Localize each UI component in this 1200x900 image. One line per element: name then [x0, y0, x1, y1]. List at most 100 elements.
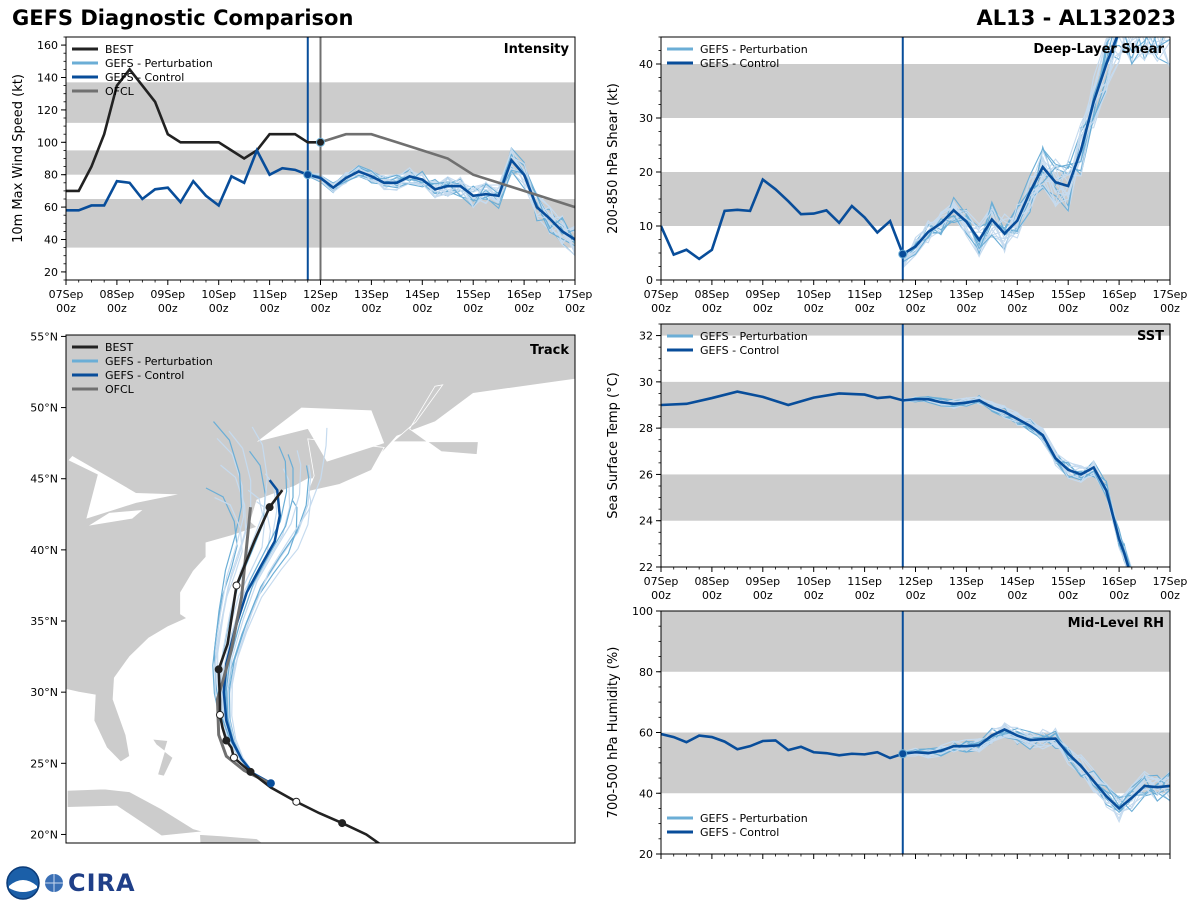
- legend-label: GEFS - Perturbation: [105, 57, 213, 70]
- x-tick-label-day: 16Sep: [1102, 288, 1137, 301]
- legend-label: BEST: [105, 43, 133, 56]
- y-tick-label: 140: [37, 72, 58, 85]
- x-tick-label-hour: 00z: [804, 589, 824, 602]
- legend-label: GEFS - Control: [700, 57, 779, 70]
- x-tick-label-day: 13Sep: [949, 575, 984, 588]
- jamaica-landmass: [151, 856, 178, 860]
- map-frame: [65, 334, 576, 844]
- legend-label: GEFS - Control: [700, 826, 779, 839]
- legend-label: GEFS - Control: [700, 344, 779, 357]
- legend-label: BEST: [105, 341, 133, 354]
- y-tick-label: 40: [639, 58, 653, 71]
- x-tick-label-hour: 00z: [1109, 589, 1129, 602]
- bahamas-landmass: [151, 738, 174, 777]
- x-tick-label-hour: 00z: [514, 302, 534, 315]
- legend-label: GEFS - Control: [105, 71, 184, 84]
- panel-intensity: 2040608010012014016007Sep00z08Sep00z09Se…: [11, 36, 593, 315]
- x-tick-label-day: 09Sep: [745, 288, 780, 301]
- control-start-marker: [266, 779, 275, 788]
- best-track-point: [214, 665, 223, 674]
- series-line-gefs-control: [661, 37, 1119, 261]
- x-tick-label-day: 16Sep: [1102, 575, 1137, 588]
- y-tick-label: 30: [639, 376, 653, 389]
- x-tick-label-day: 08Sep: [695, 575, 730, 588]
- x-tick-label-hour: 00z: [855, 589, 875, 602]
- y-tick-label: 28: [639, 422, 653, 435]
- perturbation-member-line: [902, 730, 1170, 808]
- panel-track: 55°N 50°N 45°N 40°N 35°N 30°N 25°N 20°N Track BES…: [30, 330, 576, 860]
- shaded-band: [661, 381, 1170, 429]
- x-tick-label-day: 14Sep: [1000, 575, 1035, 588]
- x-tick-label-day: 11Sep: [847, 288, 882, 301]
- panel-title: Deep-Layer Shear: [1033, 42, 1164, 57]
- x-tick-label-day: 10Sep: [796, 288, 831, 301]
- shaded-band: [661, 474, 1170, 521]
- legend-label: GEFS - Perturbation: [700, 43, 808, 56]
- y-tick-label: 26: [639, 468, 653, 481]
- panel-title: SST: [1137, 329, 1164, 344]
- current-point-marker: [316, 137, 325, 147]
- x-tick-label-hour: 00z: [906, 589, 926, 602]
- perturbation-track: [214, 497, 272, 784]
- perturbation-track: [231, 427, 328, 784]
- shaded-band: [661, 611, 1170, 672]
- legend-label: GEFS - Perturbation: [700, 812, 808, 825]
- best-track-line: [217, 489, 381, 843]
- x-tick-label-hour: 00z: [56, 302, 76, 315]
- series-line-gefs-control: [66, 147, 575, 241]
- x-tick-label-hour: 00z: [463, 302, 483, 315]
- x-tick-label-day: 15Sep: [1051, 288, 1086, 301]
- x-tick-label-day: 11Sep: [252, 288, 287, 301]
- best-track-point: [229, 753, 238, 762]
- x-tick-label-hour: 00z: [1058, 302, 1078, 315]
- panel-title: Track: [530, 343, 569, 358]
- y-tick-label: 160: [37, 39, 58, 52]
- x-tick-label-hour: 00z: [209, 302, 229, 315]
- x-tick-label-hour: 00z: [311, 302, 331, 315]
- x-tick-label-hour: 00z: [1109, 302, 1129, 315]
- best-track-point: [222, 736, 231, 745]
- land-masses: [66, 335, 575, 860]
- x-tick-label-day: 16Sep: [507, 288, 542, 301]
- lat-tick-label: 25°N: [30, 757, 58, 770]
- x-tick-label-day: 12Sep: [303, 288, 338, 301]
- x-tick-label-hour: 00z: [362, 302, 382, 315]
- lat-tick-label: 40°N: [30, 544, 58, 557]
- x-tick-label-day: 13Sep: [949, 288, 984, 301]
- y-tick-label: 120: [37, 104, 58, 117]
- best-track-point: [246, 767, 255, 776]
- x-tick-label-day: 17Sep: [558, 288, 593, 301]
- x-tick-label-day: 13Sep: [354, 288, 389, 301]
- x-tick-label-hour: 00z: [957, 589, 977, 602]
- panel-sst: 22242628303207Sep00z08Sep00z09Sep00z10Se…: [606, 323, 1188, 602]
- x-tick-label-hour: 00z: [702, 302, 722, 315]
- best-track-point: [232, 581, 241, 590]
- y-tick-label: 100: [632, 605, 653, 618]
- y-tick-label: 40: [44, 234, 58, 247]
- legend-label: GEFS - Perturbation: [700, 330, 808, 343]
- x-tick-label-hour: 00z: [1160, 302, 1180, 315]
- legend-label: GEFS - Control: [105, 369, 184, 382]
- lat-tick-label: 20°N: [30, 828, 58, 841]
- hispaniola-landmass: [199, 834, 264, 843]
- x-tick-label-day: 17Sep: [1153, 575, 1188, 588]
- x-tick-label-hour: 00z: [651, 302, 671, 315]
- ofcl-track-line: [215, 507, 271, 785]
- panel-title: Mid-Level RH: [1068, 616, 1164, 631]
- x-tick-label-day: 09Sep: [745, 575, 780, 588]
- x-tick-label-day: 07Sep: [644, 575, 679, 588]
- panel-shear: 01020304007Sep00z08Sep00z09Sep00z10Sep00…: [606, 36, 1187, 315]
- x-tick-label-day: 15Sep: [456, 288, 491, 301]
- y-axis-label: 200-850 hPa Shear (kt): [606, 83, 621, 234]
- x-tick-label-day: 09Sep: [150, 288, 185, 301]
- y-tick-label: 24: [639, 515, 653, 528]
- lat-tick-label: 45°N: [30, 473, 58, 486]
- noaa-logo-icon: [6, 866, 40, 900]
- y-tick-label: 80: [639, 666, 653, 679]
- y-tick-label: 80: [44, 169, 58, 182]
- perturbation-member-line: [902, 37, 1115, 265]
- legend-label: OFCL: [105, 85, 135, 98]
- y-axis-label: 10m Max Wind Speed (kt): [11, 74, 26, 243]
- x-tick-label-hour: 00z: [1160, 589, 1180, 602]
- x-tick-label-hour: 00z: [855, 302, 875, 315]
